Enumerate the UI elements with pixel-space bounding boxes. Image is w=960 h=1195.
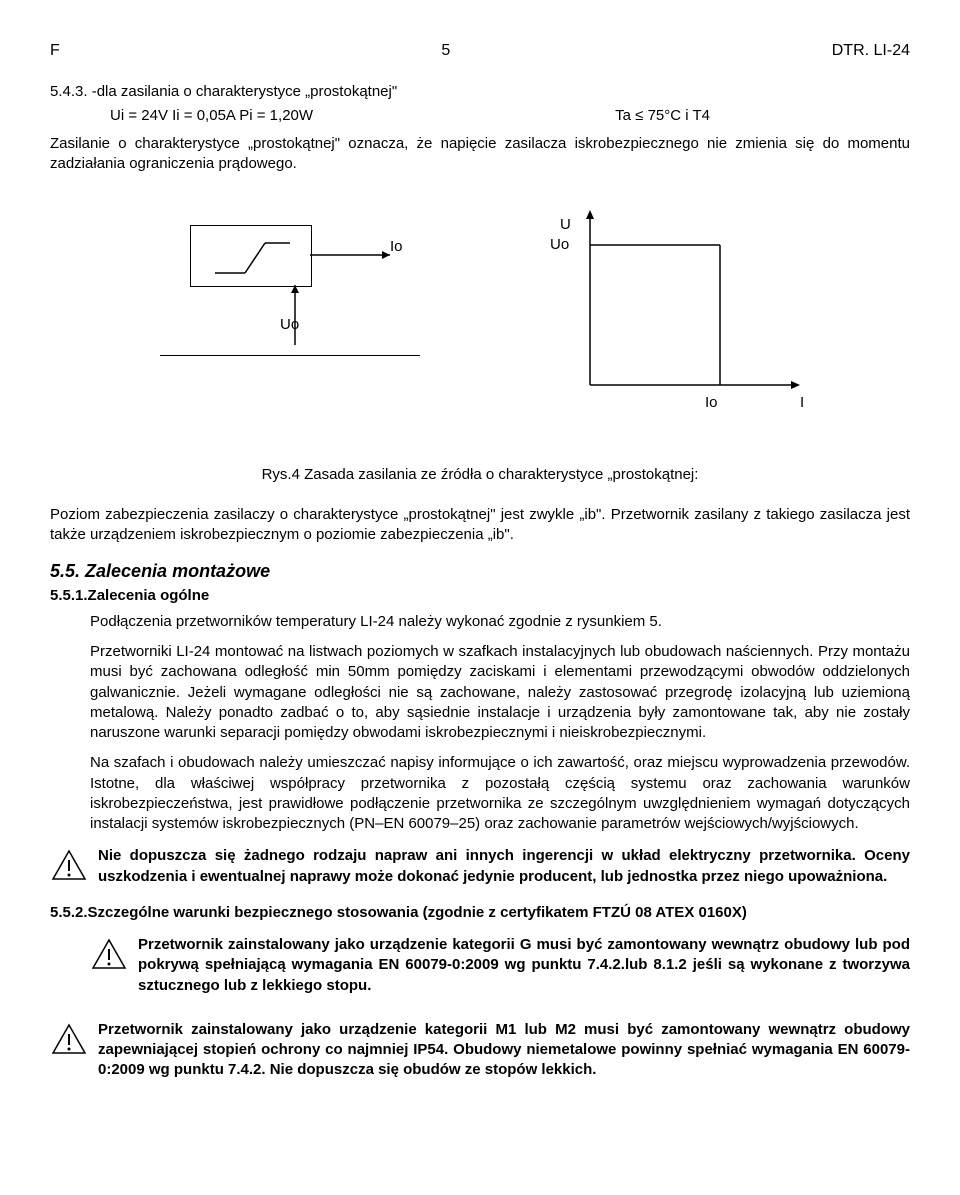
diagram-label-io-bottom: Io (705, 393, 718, 413)
header-right: DTR. LI-24 (832, 40, 910, 62)
diagram-label-uo-axis: Uo (550, 235, 569, 255)
diagram-label-i: I (800, 393, 804, 413)
diagram-label-uo-below: Uo (280, 315, 299, 335)
section-551-p2: Przetworniki LI-24 montować na listwach … (90, 642, 910, 743)
diagram-label-io: Io (390, 237, 403, 257)
section-543-num: 5.4.3. (50, 83, 88, 100)
warning-1: Nie dopuszcza się żadnego rodzaju napraw… (50, 846, 910, 887)
section-543-params: Ui = 24V Ii = 0,05A Pi = 1,20W (110, 106, 313, 126)
warning-3: Przetwornik zainstalowany jako urządzeni… (50, 1020, 910, 1081)
section-551-body: Podłączenia przetworników temperatury LI… (90, 612, 910, 835)
section-551-p3: Na szafach i obudowach należy umieszczać… (90, 753, 910, 834)
warning-3-text: Przetwornik zainstalowany jako urządzeni… (98, 1020, 910, 1081)
diagram-rectangular-supply: Io Uo U Uo Io I (130, 195, 830, 455)
warning-2-text: Przetwornik zainstalowany jako urządzeni… (138, 935, 910, 996)
page-header: F 5 DTR. LI-24 (50, 40, 910, 62)
section-543: 5.4.3. -dla zasilania o charakterystyce … (50, 82, 910, 127)
section-543-ta: Ta ≤ 75°C i T4 (615, 106, 710, 126)
section-551-p1: Podłączenia przetworników temperatury LI… (90, 612, 910, 632)
figure-caption: Rys.4 Zasada zasilania ze źródła o chara… (50, 465, 910, 485)
para-poziom: Poziom zabezpieczenia zasilaczy o charak… (50, 505, 910, 546)
section-552-title: 5.5.2.Szczególne warunki bezpiecznego st… (50, 903, 910, 923)
warning-icon (50, 1022, 90, 1056)
section-55-title: 5.5. Zalecenia montażowe (50, 559, 910, 583)
warning-icon (50, 848, 90, 882)
diagram-label-u: U (560, 215, 571, 235)
section-551-title: 5.5.1.Zalecenia ogólne (50, 586, 910, 606)
warning-icon (90, 937, 130, 971)
warning-1-text: Nie dopuszcza się żadnego rodzaju napraw… (98, 846, 910, 887)
header-left: F (50, 40, 60, 62)
section-543-title: -dla zasilania o charakterystyce „prosto… (92, 83, 397, 100)
header-center: 5 (441, 40, 450, 62)
warning-2: Przetwornik zainstalowany jako urządzeni… (90, 935, 910, 996)
section-543-para: Zasilanie o charakterystyce „prostokątne… (50, 134, 910, 175)
